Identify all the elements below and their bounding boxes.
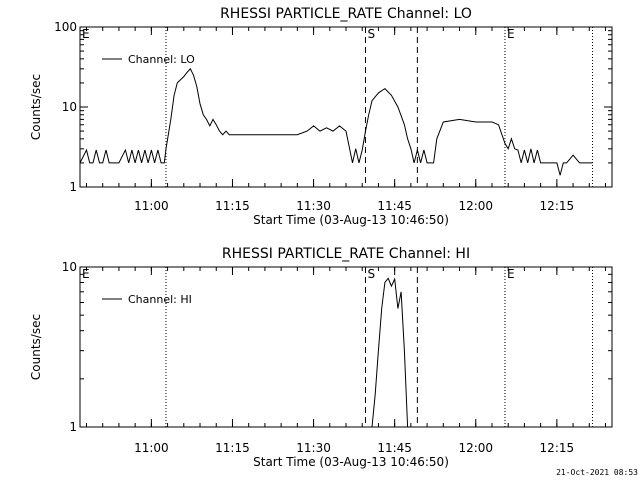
- y-axis-label: Counts/sec: [29, 314, 43, 380]
- x-tick-label: 11:30: [296, 199, 331, 213]
- marker-label-s: S: [367, 267, 375, 281]
- legend-entry: Channel: HI: [128, 293, 192, 306]
- chart-title: RHESSI PARTICLE_RATE Channel: HI: [222, 246, 470, 262]
- plot-frame: [79, 26, 613, 188]
- y-tick-label: 1: [69, 180, 77, 194]
- x-tick-label: 11:45: [377, 441, 412, 455]
- legend: Channel: LO: [102, 53, 195, 66]
- x-tick-label: 12:15: [540, 441, 575, 455]
- x-tick-label: 11:45: [377, 199, 412, 213]
- footer-timestamp: 21-Oct-2021 08:53: [556, 468, 638, 477]
- marker-label-e: E: [82, 27, 90, 41]
- x-tick-label: 11:30: [296, 441, 331, 455]
- x-axis-label: Start Time (03-Aug-13 10:46:50): [253, 213, 449, 227]
- y-axis-label: Counts/sec: [29, 74, 43, 140]
- y-tick-label: 100: [54, 20, 77, 34]
- series-line: [371, 277, 409, 428]
- x-tick-label: 11:00: [134, 199, 169, 213]
- marker-label-s: S: [367, 27, 375, 41]
- y-tick-label: 10: [62, 260, 77, 274]
- x-axis-label: Start Time (03-Aug-13 10:46:50): [253, 455, 449, 469]
- chart-title: RHESSI PARTICLE_RATE Channel: LO: [220, 6, 472, 22]
- marker-label-e: E: [82, 267, 90, 281]
- marker-label-e: E: [507, 267, 515, 281]
- chart-2: RHESSI PARTICLE_RATE Channel: HI 11:00 11:…: [29, 246, 613, 469]
- marker-label-e: E: [507, 27, 515, 41]
- x-tick-label: 11:15: [215, 199, 250, 213]
- x-tick-label: 12:00: [458, 199, 493, 213]
- legend: Channel: HI: [102, 293, 192, 306]
- chart-1: RHESSI PARTICLE_RATE Channel: LO 11:00 11:…: [29, 6, 613, 227]
- legend-entry: Channel: LO: [128, 53, 195, 66]
- x-tick-label: 12:15: [540, 199, 575, 213]
- y-tick-label: 10: [62, 100, 77, 114]
- y-tick-label: 1: [69, 420, 77, 434]
- plot-frame: [79, 266, 613, 428]
- x-tick-label: 12:00: [458, 441, 493, 455]
- x-tick-label: 11:00: [134, 441, 169, 455]
- series-line: [79, 67, 593, 176]
- x-tick-label: 11:15: [215, 441, 250, 455]
